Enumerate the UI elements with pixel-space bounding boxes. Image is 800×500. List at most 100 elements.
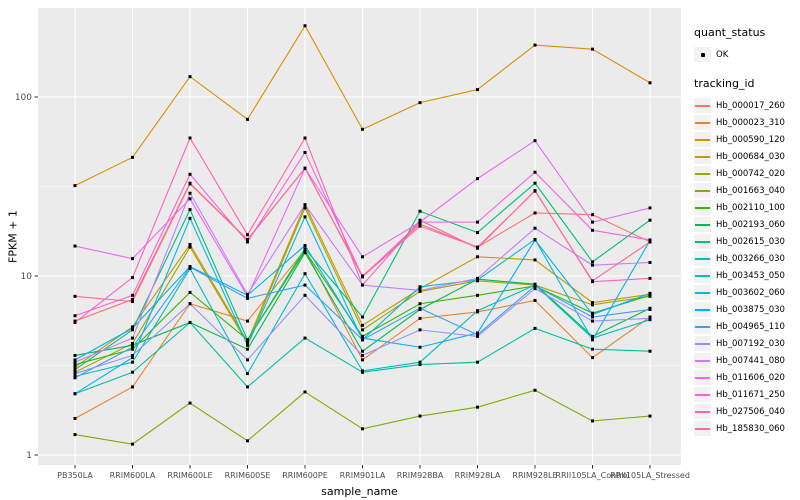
- legend-item-label: Hb_004965_110: [716, 321, 785, 332]
- line-swatch-icon: [695, 240, 710, 243]
- data-point: [131, 325, 134, 329]
- data-point: [476, 333, 479, 337]
- data-point: [591, 419, 594, 423]
- data-point: [361, 255, 364, 259]
- data-point: [361, 358, 364, 362]
- line-key: [694, 98, 711, 113]
- line-swatch-icon: [695, 393, 710, 396]
- data-point: [476, 293, 479, 297]
- data-point: [476, 276, 479, 280]
- data-point: [188, 197, 192, 201]
- data-point: [188, 191, 192, 195]
- data-point: [476, 405, 479, 409]
- data-point: [188, 172, 192, 176]
- data-point: [591, 220, 594, 224]
- line-key: [694, 404, 711, 419]
- data-point: [246, 338, 249, 342]
- x-axis-tick-label: RRIM600LA: [110, 471, 156, 480]
- line-swatch-icon: [695, 359, 710, 362]
- data-point: [476, 88, 479, 92]
- data-point: [188, 290, 192, 294]
- legend-item-label: Hb_011606_020: [716, 372, 785, 383]
- data-point: [476, 230, 479, 234]
- x-axis-tick-label: RRIM901LA: [340, 471, 386, 480]
- line-swatch-icon: [695, 138, 710, 141]
- data-point: [188, 208, 192, 212]
- legend-item-label: Hb_000017_260: [716, 100, 785, 111]
- data-point: [648, 81, 652, 85]
- data-point: [303, 244, 307, 248]
- data-point: [131, 353, 134, 357]
- legend-item-Hb_003875_030: Hb_003875_030: [694, 301, 800, 318]
- data-point: [361, 275, 364, 279]
- data-point: [648, 218, 652, 222]
- data-point: [476, 278, 479, 282]
- data-point: [476, 220, 479, 224]
- data-point: [303, 390, 307, 394]
- legend-item-label: Hb_007192_030: [716, 338, 785, 349]
- data-point: [131, 345, 134, 349]
- legend-quant-status-section: quant_status OK: [694, 26, 800, 63]
- data-point: [303, 283, 307, 287]
- data-point: [303, 215, 307, 219]
- legend-item-Hb_000023_310: Hb_000023_310: [694, 114, 800, 131]
- data-point: [131, 360, 134, 364]
- line-key: [694, 353, 711, 368]
- data-point: [131, 347, 134, 351]
- data-point: [418, 222, 422, 226]
- data-point: [73, 314, 77, 318]
- data-point: [476, 255, 479, 259]
- data-point: [591, 356, 594, 360]
- line-chart-plot: 1 10 100 PB350LA RRIM600LA RRIM600LE RRIM600SE…: [15, 8, 690, 480]
- data-point: [591, 338, 594, 342]
- legend-item-label: Hb_000590_120: [716, 134, 785, 145]
- data-point: [73, 320, 77, 324]
- legend-quant-status-item: OK: [694, 46, 800, 63]
- line-swatch-icon: [695, 189, 710, 192]
- data-point: [591, 334, 594, 338]
- data-point: [591, 336, 594, 340]
- data-point: [73, 376, 77, 380]
- data-point: [73, 244, 77, 248]
- data-point: [648, 240, 652, 244]
- line-key: [694, 166, 711, 181]
- y-axis-tick-label: 100: [15, 93, 32, 103]
- data-point: [418, 288, 422, 292]
- data-point: [303, 272, 307, 276]
- legend-item-label: Hb_002615_030: [716, 236, 785, 247]
- data-point: [246, 358, 249, 362]
- data-point: [246, 343, 249, 347]
- data-point: [131, 336, 134, 340]
- legend-item-Hb_185830_060: Hb_185830_060: [694, 420, 800, 437]
- data-point: [533, 43, 537, 47]
- line-key: [694, 387, 711, 402]
- legend-item-label: Hb_003875_030: [716, 304, 785, 315]
- legend-item-Hb_002193_060: Hb_002193_060: [694, 216, 800, 233]
- data-point: [418, 224, 422, 228]
- legend: quant_status OK tracking_id Hb_000017_26…: [694, 26, 800, 451]
- data-point: [73, 433, 77, 437]
- data-point: [246, 117, 249, 121]
- data-point: [361, 315, 364, 319]
- y-axis-title: FPKM + 1: [6, 210, 20, 263]
- line-key: [694, 285, 711, 300]
- x-axis-tick-label: RRIM600PE: [282, 471, 328, 480]
- data-point: [188, 182, 192, 186]
- data-point: [303, 251, 307, 255]
- data-point: [131, 293, 134, 297]
- legend-item-label: Hb_002110_100: [716, 202, 785, 213]
- data-point: [418, 285, 422, 289]
- x-axis-tick-label: RRII105LA_Stressed: [610, 471, 690, 480]
- data-point: [246, 233, 249, 237]
- data-point: [533, 226, 537, 230]
- data-point: [131, 356, 134, 360]
- data-point: [246, 319, 249, 323]
- data-point: [476, 334, 479, 338]
- data-point: [73, 365, 77, 369]
- data-point: [476, 177, 479, 181]
- legend-item-Hb_003266_030: Hb_003266_030: [694, 250, 800, 267]
- data-point: [361, 323, 364, 327]
- data-point: [131, 257, 134, 261]
- legend-item-label: Hb_000742_020: [716, 168, 785, 179]
